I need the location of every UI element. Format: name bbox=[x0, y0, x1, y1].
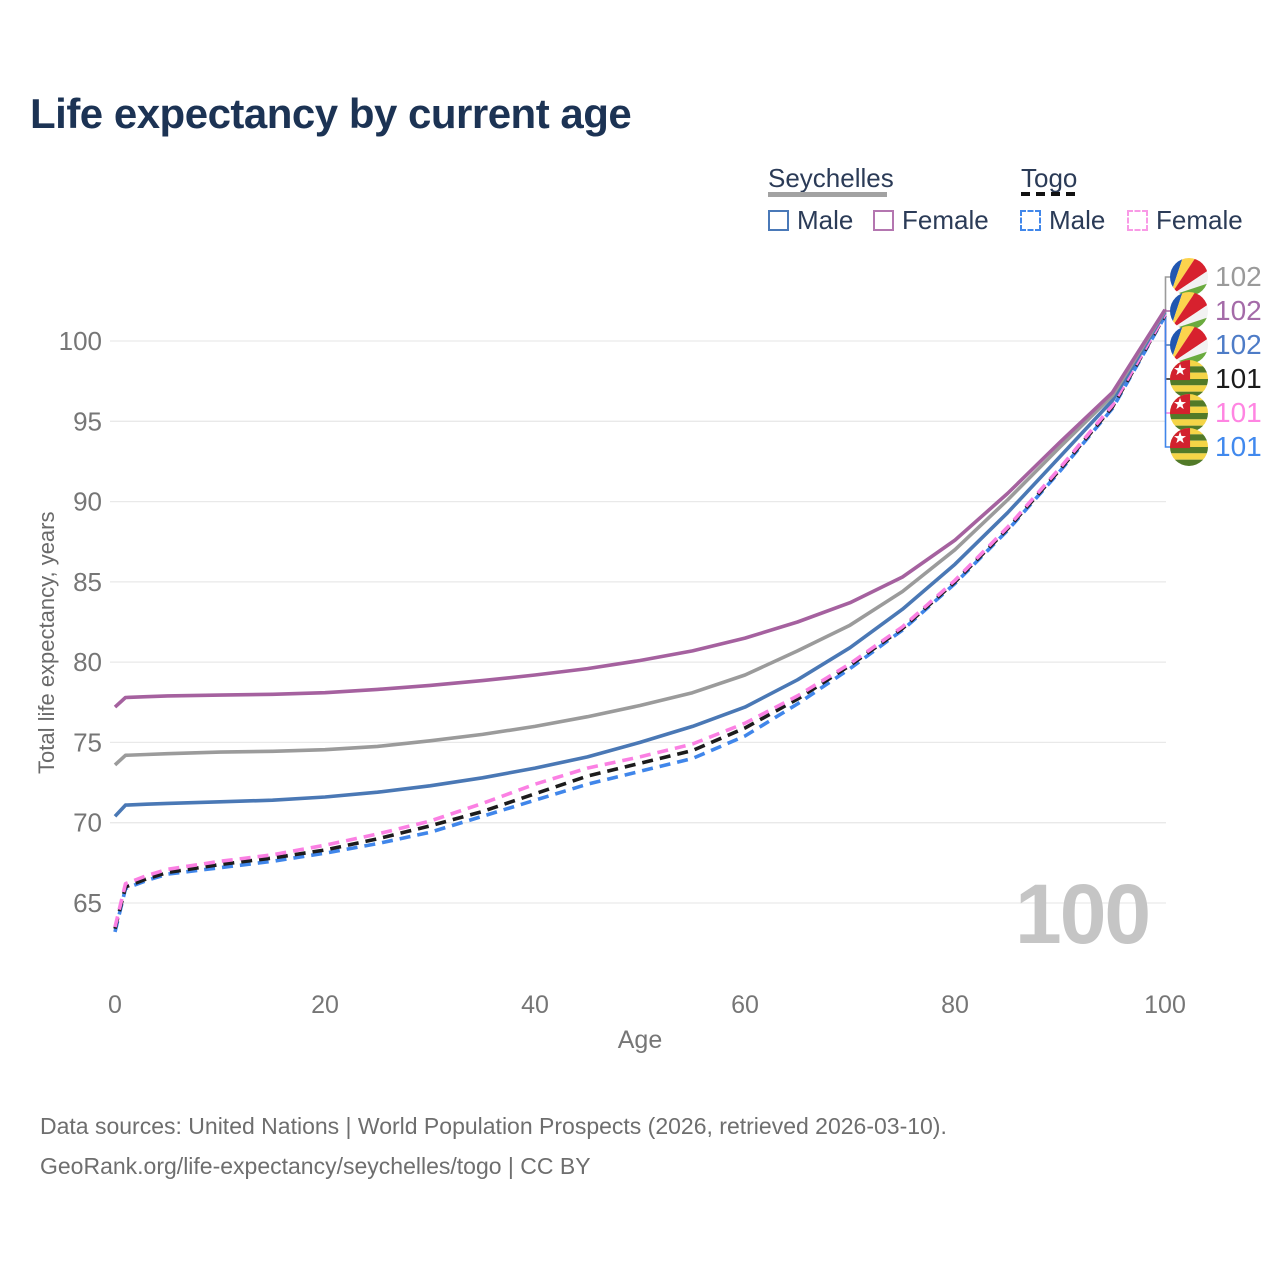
seychelles-flag-icon bbox=[1170, 258, 1208, 296]
togo-female-swatch-icon bbox=[1127, 210, 1148, 231]
seychelles-flag-icon bbox=[1170, 326, 1208, 364]
togo-flag-icon bbox=[1170, 428, 1208, 466]
end-label-row-seychelles: 102 bbox=[1170, 292, 1262, 330]
seychelles-line-style-swatch bbox=[768, 192, 887, 197]
end-label-row-togo: 101 bbox=[1170, 428, 1262, 466]
line-togo-female[interactable] bbox=[113, 313, 1167, 928]
y-tick-100: 100 bbox=[59, 326, 102, 356]
togo-flag-icon bbox=[1170, 394, 1208, 432]
y-tick-75: 75 bbox=[73, 727, 102, 757]
y-tick-85: 85 bbox=[73, 567, 102, 597]
y-tick-70: 70 bbox=[73, 808, 102, 838]
age-cursor-watermark: 100 bbox=[1015, 867, 1151, 961]
end-value: 102 bbox=[1215, 329, 1262, 360]
chart-title: Life expectancy by current age bbox=[30, 90, 632, 137]
end-value: 101 bbox=[1215, 397, 1262, 428]
legend-item-seychelles-male[interactable]: Male bbox=[768, 205, 853, 236]
line-togo-both[interactable] bbox=[113, 314, 1167, 930]
y-tick-95: 95 bbox=[73, 406, 102, 436]
x-tick-80: 80 bbox=[941, 991, 969, 1019]
legend-item-seychelles-female[interactable]: Female bbox=[873, 205, 989, 236]
end-label-row-seychelles: 102 bbox=[1170, 258, 1262, 296]
end-value: 101 bbox=[1215, 363, 1262, 394]
legend-country-seychelles[interactable]: Seychelles bbox=[768, 163, 894, 193]
footer: Data sources: United Nations | World Pop… bbox=[40, 1106, 947, 1186]
end-value: 101 bbox=[1215, 431, 1262, 462]
y-tick-65: 65 bbox=[73, 888, 102, 918]
x-tick-40: 40 bbox=[521, 991, 549, 1019]
x-tick-0: 0 bbox=[108, 991, 122, 1019]
seychelles-male-swatch-icon bbox=[768, 210, 789, 231]
legend-item-togo-male[interactable]: Male bbox=[1020, 205, 1105, 236]
seychelles-flag-icon bbox=[1170, 292, 1208, 330]
togo-line-style-swatch bbox=[1021, 192, 1078, 196]
end-value: 102 bbox=[1215, 295, 1262, 326]
end-label-row-togo: 101 bbox=[1170, 360, 1262, 398]
seychelles-female-swatch-icon bbox=[873, 210, 894, 231]
x-tick-100: 100 bbox=[1144, 991, 1186, 1019]
end-label-row-togo: 101 bbox=[1170, 394, 1262, 432]
y-tick-90: 90 bbox=[73, 487, 102, 517]
end-value: 102 bbox=[1215, 261, 1262, 292]
line-togo-male[interactable] bbox=[113, 315, 1167, 933]
togo-flag-icon bbox=[1170, 360, 1208, 398]
end-label-row-seychelles: 102 bbox=[1170, 326, 1262, 364]
legend-item-togo-female[interactable]: Female bbox=[1127, 205, 1243, 236]
legend-label: Male bbox=[1049, 205, 1106, 235]
line-seychelles-both[interactable] bbox=[113, 309, 1167, 767]
line-seychelles-male[interactable] bbox=[113, 311, 1167, 818]
legend-label: Female bbox=[902, 205, 989, 235]
x-tick-20: 20 bbox=[311, 991, 339, 1019]
data-sources-line: Data sources: United Nations | World Pop… bbox=[40, 1113, 947, 1139]
legend-label: Male bbox=[797, 205, 854, 235]
x-tick-60: 60 bbox=[731, 991, 759, 1019]
y-tick-80: 80 bbox=[73, 647, 102, 677]
line-seychelles-female[interactable] bbox=[113, 308, 1167, 709]
attribution-line: GeoRank.org/life-expectancy/seychelles/t… bbox=[40, 1153, 591, 1179]
legend-country-togo[interactable]: Togo bbox=[1021, 163, 1078, 193]
legend-label: Female bbox=[1156, 205, 1243, 235]
x-axis-title: Age bbox=[617, 1026, 663, 1054]
togo-male-swatch-icon bbox=[1020, 210, 1041, 231]
